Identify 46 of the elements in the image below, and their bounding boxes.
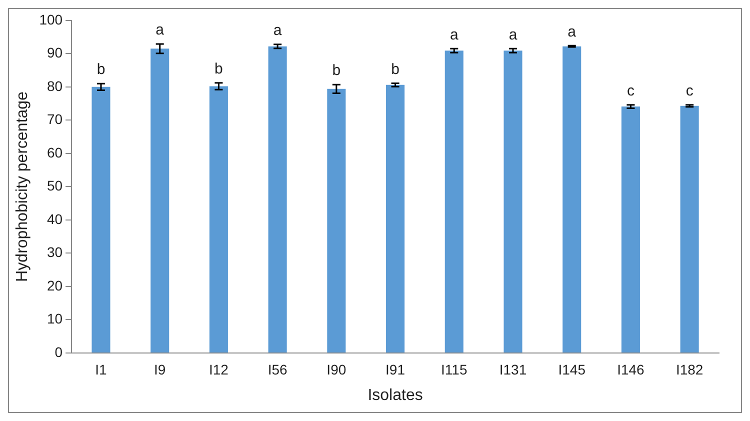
bar — [209, 86, 228, 352]
annotation: b — [332, 62, 341, 80]
x-tick-label: I131 — [499, 361, 527, 378]
x-tick-label: I9 — [154, 361, 166, 378]
y-tick-label: 90 — [46, 44, 63, 61]
bar — [444, 50, 464, 352]
bar — [268, 46, 287, 352]
y-tick-label: 0 — [54, 344, 63, 360]
annotation: b — [214, 60, 223, 78]
annotation: a — [156, 22, 165, 39]
y-tick-label: 50 — [46, 178, 63, 194]
x-tick-label: I1 — [95, 361, 108, 378]
y-tick-label: 30 — [46, 244, 63, 260]
annotation: b — [96, 61, 106, 78]
y-tick-label: 100 — [39, 11, 63, 28]
annotation: a — [568, 23, 577, 40]
annotation: a — [273, 22, 282, 39]
y-tick-label: 80 — [46, 78, 63, 94]
bar — [562, 46, 582, 352]
y-tick-label: 20 — [46, 277, 63, 294]
bar — [680, 106, 699, 352]
y-tick-label: 60 — [46, 144, 63, 160]
x-tick-label: I91 — [386, 361, 406, 378]
y-tick-label: 70 — [46, 111, 63, 128]
x-axis-title: Isolates — [368, 386, 423, 404]
bar — [504, 50, 522, 352]
y-axis-title: Hydrophobicity percentage — [14, 91, 32, 282]
x-tick-label: I146 — [617, 361, 645, 378]
annotation: a — [508, 26, 518, 44]
annotation: b — [391, 60, 400, 78]
x-tick-label: I56 — [268, 361, 288, 378]
bar — [327, 88, 346, 352]
bar — [386, 84, 405, 352]
bar — [150, 48, 170, 352]
x-tick-label: I12 — [208, 361, 229, 378]
x-tick-label: I145 — [558, 361, 586, 378]
annotation: a — [450, 26, 459, 44]
y-tick-label: 10 — [46, 310, 63, 327]
y-tick-label: 40 — [46, 210, 63, 227]
annotation: c — [686, 82, 694, 100]
x-tick-label: I115 — [441, 361, 468, 378]
x-tick-label: I182 — [676, 361, 704, 378]
annotation: c — [626, 82, 635, 100]
bar — [92, 86, 110, 352]
bar — [621, 106, 640, 352]
x-tick-label: I90 — [326, 361, 346, 378]
